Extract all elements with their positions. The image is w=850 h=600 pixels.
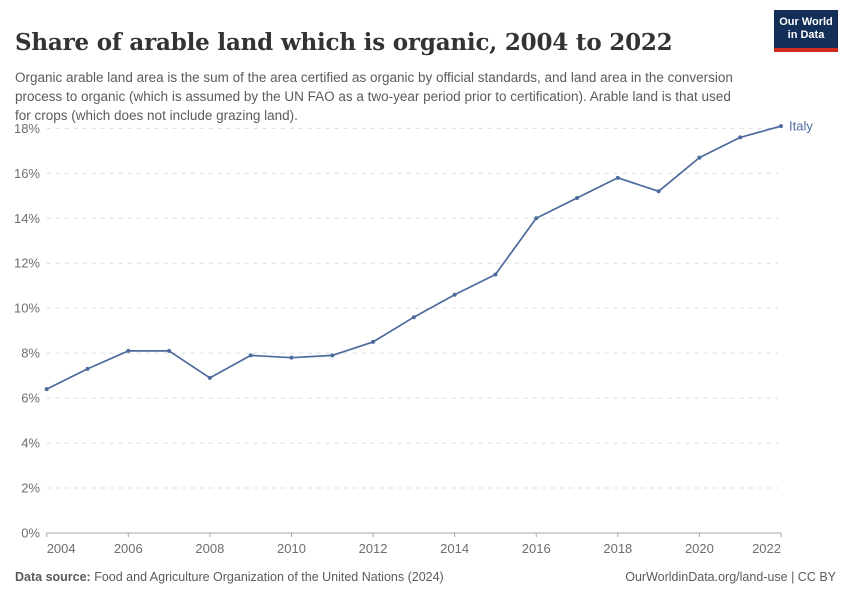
attribution-link[interactable]: OurWorldinData.org/land-use | CC BY: [625, 570, 836, 584]
y-tick-label: 16%: [14, 166, 40, 181]
data-point[interactable]: [534, 216, 539, 221]
data-point[interactable]: [738, 135, 743, 140]
data-point[interactable]: [452, 292, 457, 297]
x-tick-label: 2020: [685, 541, 714, 556]
x-tick-label: 2018: [603, 541, 632, 556]
data-point[interactable]: [126, 348, 131, 353]
data-point[interactable]: [330, 353, 335, 358]
line-chart: 0% 2% 4% 6% 8% 10% 12% 14% 16% 18% 2004 2006 2008 201…: [14, 119, 813, 556]
owid-logo-line2: in Data: [787, 29, 825, 41]
data-source-label: Data source:: [15, 570, 91, 584]
data-point[interactable]: [656, 189, 661, 194]
data-point[interactable]: [697, 155, 702, 160]
y-tick-label: 14%: [14, 211, 40, 226]
y-tick-label: 4%: [21, 436, 40, 451]
x-tick-label: 2014: [440, 541, 469, 556]
data-point[interactable]: [85, 366, 90, 371]
x-tick-label: 2006: [114, 541, 143, 556]
data-point[interactable]: [615, 175, 620, 180]
x-tick-label: 2016: [522, 541, 551, 556]
data-point[interactable]: [575, 196, 580, 201]
y-tick-label: 8%: [21, 346, 40, 361]
data-point[interactable]: [779, 124, 783, 129]
data-point[interactable]: [248, 353, 253, 358]
x-tick-label: 2012: [359, 541, 388, 556]
x-tick-label: 2008: [195, 541, 224, 556]
data-point[interactable]: [493, 272, 498, 277]
series-end-label: Italy: [789, 119, 813, 134]
y-tick-label: 2%: [21, 481, 40, 496]
data-point[interactable]: [289, 355, 294, 360]
data-point[interactable]: [371, 339, 376, 344]
owid-logo: Our World in Data: [774, 10, 838, 52]
data-line-italy[interactable]: [45, 125, 782, 390]
x-tick-label: 2022: [752, 541, 781, 556]
y-tick-label: 6%: [21, 391, 40, 406]
data-point[interactable]: [207, 375, 212, 380]
chart-subtitle: Organic arable land area is the sum of t…: [15, 69, 733, 123]
y-tick-label: 18%: [14, 121, 40, 136]
data-point[interactable]: [167, 348, 172, 353]
data-point[interactable]: [411, 315, 416, 320]
data-source-text: Food and Agriculture Organization of the…: [90, 570, 444, 584]
page-title: Share of arable land which is organic, 2…: [15, 29, 673, 57]
owid-logo-line1: Our World: [779, 16, 833, 28]
x-tick-label: 2010: [277, 541, 306, 556]
chart-footer: Data source: Food and Agriculture Organi…: [15, 570, 836, 584]
y-tick-label: 10%: [14, 301, 40, 316]
data-source: Data source: Food and Agriculture Organi…: [15, 570, 444, 584]
y-tick-label: 12%: [14, 256, 40, 271]
y-tick-label: 0%: [21, 526, 40, 541]
x-tick-label: 2004: [47, 541, 76, 556]
data-point[interactable]: [44, 387, 49, 392]
